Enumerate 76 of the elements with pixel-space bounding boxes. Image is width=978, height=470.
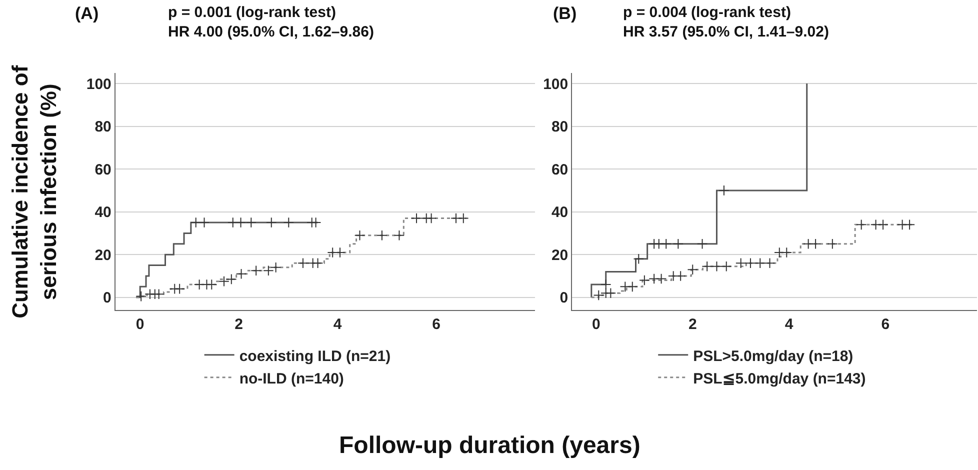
- y-tick-label: 100: [543, 76, 568, 93]
- chart-subtitle: p = 0.001 (log-rank test) HR 4.00 (95.0% CI, 1.62–9.86): [168, 4, 374, 40]
- legend-label: PSL>5.0mg/day (n=18): [693, 348, 854, 365]
- point: [827, 238, 838, 250]
- x-tick-label: 0: [136, 316, 144, 334]
- x-tick-label: 4: [333, 316, 342, 334]
- point: [600, 279, 612, 290]
- y-tick-label: 20: [551, 246, 568, 264]
- y-tick-label: 20: [94, 246, 112, 264]
- x-tick-label: 4: [784, 316, 794, 334]
- x-tick-label: 6: [432, 316, 440, 334]
- y-tick-label: 40: [94, 204, 112, 222]
- y-tick-label: 60: [551, 161, 568, 178]
- point: [696, 238, 708, 250]
- point: [266, 217, 277, 228]
- y-tick-label: 80: [551, 118, 568, 136]
- point: [745, 258, 756, 269]
- point: [354, 230, 366, 241]
- point: [687, 264, 698, 275]
- point: [605, 288, 616, 298]
- point: [702, 260, 712, 272]
- point: [878, 219, 888, 230]
- y-axis-title: Cumulative incidence of serious infection (%): [7, 64, 61, 318]
- legend-label: no-ILD (n=140): [239, 370, 344, 388]
- y-tick-label: 0: [103, 290, 112, 307]
- point: [426, 212, 437, 224]
- y-tick-label: 40: [551, 204, 568, 222]
- point: [218, 276, 230, 287]
- y-tick-label: 0: [560, 290, 568, 307]
- legend-label: coexisting ILD (n=21): [239, 348, 391, 365]
- point: [458, 212, 469, 224]
- point: [263, 265, 274, 276]
- point: [394, 230, 405, 241]
- chart-title: (A): [75, 4, 99, 23]
- point: [754, 258, 766, 269]
- point: [270, 262, 282, 273]
- point: [764, 258, 776, 269]
- point: [298, 258, 308, 269]
- point: [236, 268, 247, 280]
- point: [153, 288, 164, 300]
- x-tick-label: 0: [592, 316, 600, 334]
- y-tick-label: 100: [86, 76, 112, 93]
- point: [174, 283, 185, 294]
- point: [312, 258, 324, 269]
- point: [639, 274, 650, 286]
- point: [660, 238, 672, 250]
- point: [626, 281, 638, 292]
- x-axis-title: Follow-up duration (years): [339, 432, 640, 459]
- chart-subtitle: p = 0.004 (log-rank test) HR 3.57 (95.0% CI, 1.41–9.02): [623, 4, 829, 40]
- y-tick-label: 80: [94, 118, 112, 136]
- point: [810, 238, 821, 250]
- point: [136, 290, 146, 302]
- point: [450, 212, 462, 224]
- y-tick-label: 60: [94, 161, 112, 178]
- point: [735, 258, 746, 269]
- point: [226, 274, 237, 285]
- point: [856, 219, 867, 230]
- point: [376, 230, 388, 241]
- point: [720, 260, 732, 272]
- point: [283, 217, 294, 228]
- point: [904, 219, 915, 230]
- legend-label: PSL≦5.0mg/day (n=143): [693, 370, 866, 388]
- x-tick-label: 2: [234, 316, 243, 334]
- x-tick-label: 2: [688, 316, 697, 334]
- x-tick-label: 6: [881, 316, 890, 334]
- point: [250, 265, 262, 276]
- point: [648, 273, 660, 284]
- point: [411, 212, 422, 224]
- point: [246, 217, 257, 228]
- point: [718, 185, 730, 196]
- chart-title: (B): [553, 4, 577, 23]
- point: [672, 238, 684, 250]
- point: [656, 273, 667, 284]
- point: [633, 253, 644, 264]
- point: [593, 290, 604, 301]
- point: [711, 260, 722, 272]
